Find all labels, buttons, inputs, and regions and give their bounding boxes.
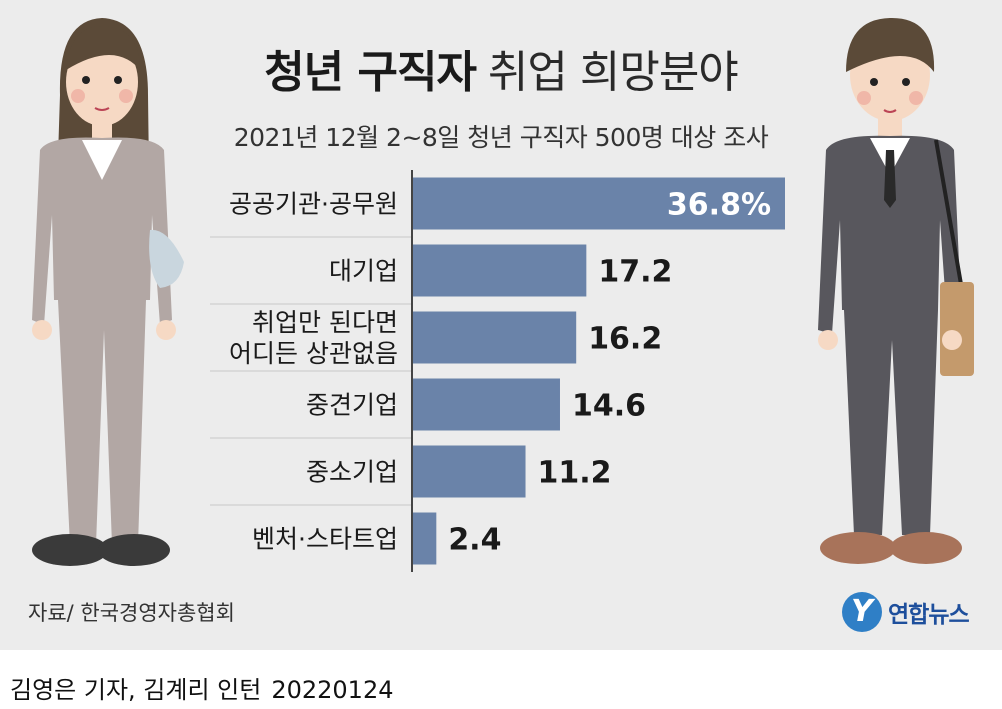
- title-bold: 청년 구직자: [264, 47, 477, 98]
- value-label: 17.2: [598, 255, 672, 290]
- category-label: 공공기관·공무원: [229, 190, 398, 219]
- logo-text: 연합뉴스: [888, 602, 970, 628]
- category-label: 중견기업: [306, 391, 398, 420]
- category-label: 벤처·스타트업: [252, 525, 398, 554]
- man-illustration: [818, 18, 974, 564]
- bar: [412, 244, 587, 297]
- title-rest: 취업 희망분야: [487, 47, 739, 98]
- bar: [412, 311, 577, 364]
- category-label: 취업만 된다면: [252, 308, 398, 337]
- logo-mark: Y: [842, 592, 882, 632]
- category-label: 중소기업: [306, 458, 398, 487]
- category-label: 어디든 상관없음: [229, 339, 398, 368]
- byline-date: 20220124: [271, 676, 394, 704]
- woman-illustration: [32, 18, 184, 566]
- category-label: 대기업: [329, 257, 398, 286]
- value-label: 11.2: [538, 456, 612, 491]
- bar: [412, 512, 437, 565]
- value-label: 14.6: [572, 389, 646, 424]
- value-label: 16.2: [588, 322, 662, 357]
- byline-authors: 김영은 기자, 김계리 인턴: [10, 676, 262, 704]
- value-label: 2.4: [448, 523, 501, 558]
- source-note: 자료/ 한국경영자총협회: [28, 601, 235, 625]
- chart-title: 청년 구직자 취업 희망분야: [0, 36, 1002, 100]
- chart-subtitle: 2021년 12월 2~8일 청년 구직자 500명 대상 조사: [233, 123, 769, 152]
- bar: [412, 445, 526, 498]
- bar: [412, 177, 785, 230]
- bar: [412, 378, 560, 431]
- value-label: 36.8%: [667, 188, 771, 223]
- illustrations: [32, 18, 974, 566]
- byline: 김영은 기자, 김계리 인턴 20220124: [10, 670, 393, 705]
- yonhap-logo: Y 연합뉴스: [842, 590, 970, 634]
